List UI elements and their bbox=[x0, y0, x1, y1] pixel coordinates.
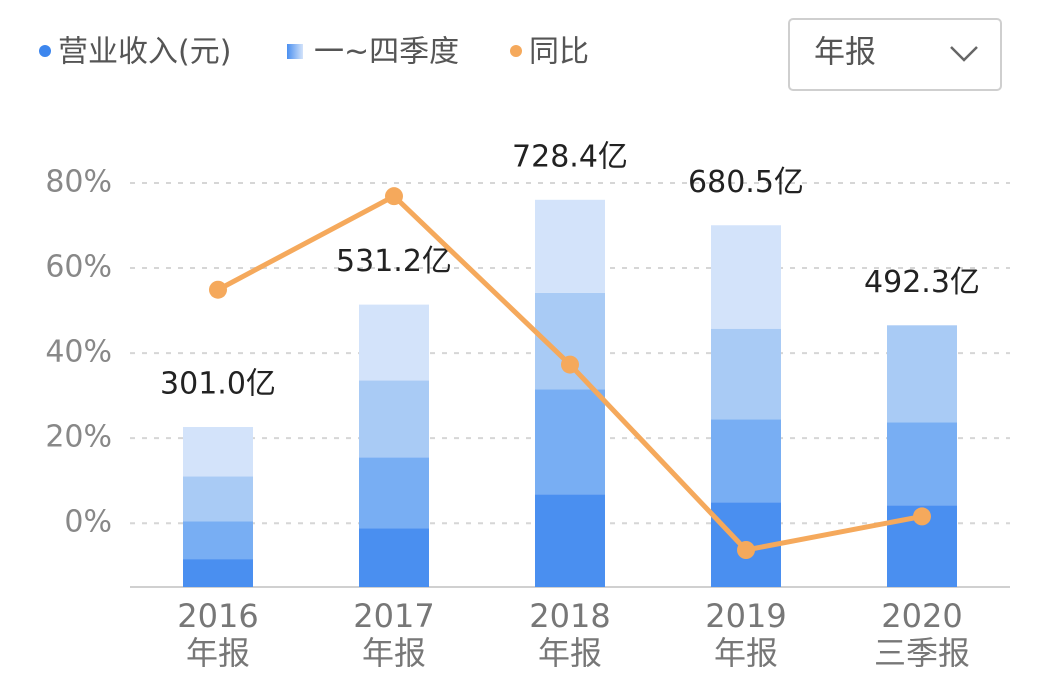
bar-segment bbox=[359, 457, 429, 529]
x-tick-label: 年报 bbox=[714, 634, 778, 672]
y-tick-label: 80% bbox=[45, 165, 112, 200]
x-tick-label: 2017 bbox=[353, 597, 434, 635]
yoy-point bbox=[737, 541, 755, 560]
bar-segment bbox=[535, 494, 605, 587]
total-label: 531.2亿 bbox=[336, 244, 452, 279]
dropdown-label[interactable]: 年报 bbox=[814, 35, 876, 71]
legend-label: 一~四季度 bbox=[314, 35, 459, 70]
bar-segment bbox=[711, 225, 781, 329]
bar-segment bbox=[183, 521, 253, 560]
x-tick-label: 年报 bbox=[538, 634, 602, 672]
bar-segment bbox=[183, 559, 253, 587]
total-label: 492.3亿 bbox=[864, 265, 980, 300]
bar-segment bbox=[535, 389, 605, 495]
total-label: 680.5亿 bbox=[688, 165, 804, 200]
x-tick-label: 2018 bbox=[529, 597, 610, 635]
y-tick-label: 0% bbox=[64, 505, 112, 540]
bar-segment bbox=[535, 199, 605, 293]
yoy-point bbox=[209, 280, 227, 299]
legend-marker bbox=[39, 45, 51, 57]
x-tick-label: 2019 bbox=[705, 597, 786, 635]
legend-marker bbox=[510, 45, 522, 57]
yoy-point bbox=[913, 507, 931, 526]
y-tick-label: 40% bbox=[45, 335, 112, 370]
dropdown-box[interactable] bbox=[788, 18, 1002, 91]
y-tick-label: 60% bbox=[45, 250, 112, 285]
yoy-point bbox=[385, 187, 403, 206]
bar-segment bbox=[359, 528, 429, 587]
x-tick-label: 2016 bbox=[177, 597, 258, 635]
bar-segment bbox=[183, 426, 253, 477]
y-tick-label: 20% bbox=[45, 420, 112, 455]
total-label: 301.0亿 bbox=[160, 366, 276, 401]
yoy-point bbox=[561, 355, 579, 374]
legend-label: 营业收入(元) bbox=[58, 35, 231, 70]
bar-segment bbox=[183, 476, 253, 522]
bar-segment bbox=[711, 419, 781, 503]
bar-segment bbox=[359, 304, 429, 381]
x-tick-label: 年报 bbox=[362, 634, 426, 672]
legend-marker bbox=[287, 44, 303, 59]
x-tick-label: 年报 bbox=[186, 634, 250, 672]
legend-label: 同比 bbox=[529, 35, 589, 70]
dropdown[interactable]: 年报 bbox=[788, 18, 1002, 91]
bar-segment bbox=[711, 328, 781, 420]
bar-segment bbox=[887, 422, 957, 506]
x-tick-label: 2020 bbox=[881, 597, 962, 635]
bar-segment bbox=[359, 380, 429, 458]
total-label: 728.4亿 bbox=[512, 139, 628, 174]
x-tick-label: 三季报 bbox=[874, 634, 970, 672]
chevron[interactable] bbox=[950, 46, 978, 62]
bar-segment bbox=[887, 325, 957, 423]
